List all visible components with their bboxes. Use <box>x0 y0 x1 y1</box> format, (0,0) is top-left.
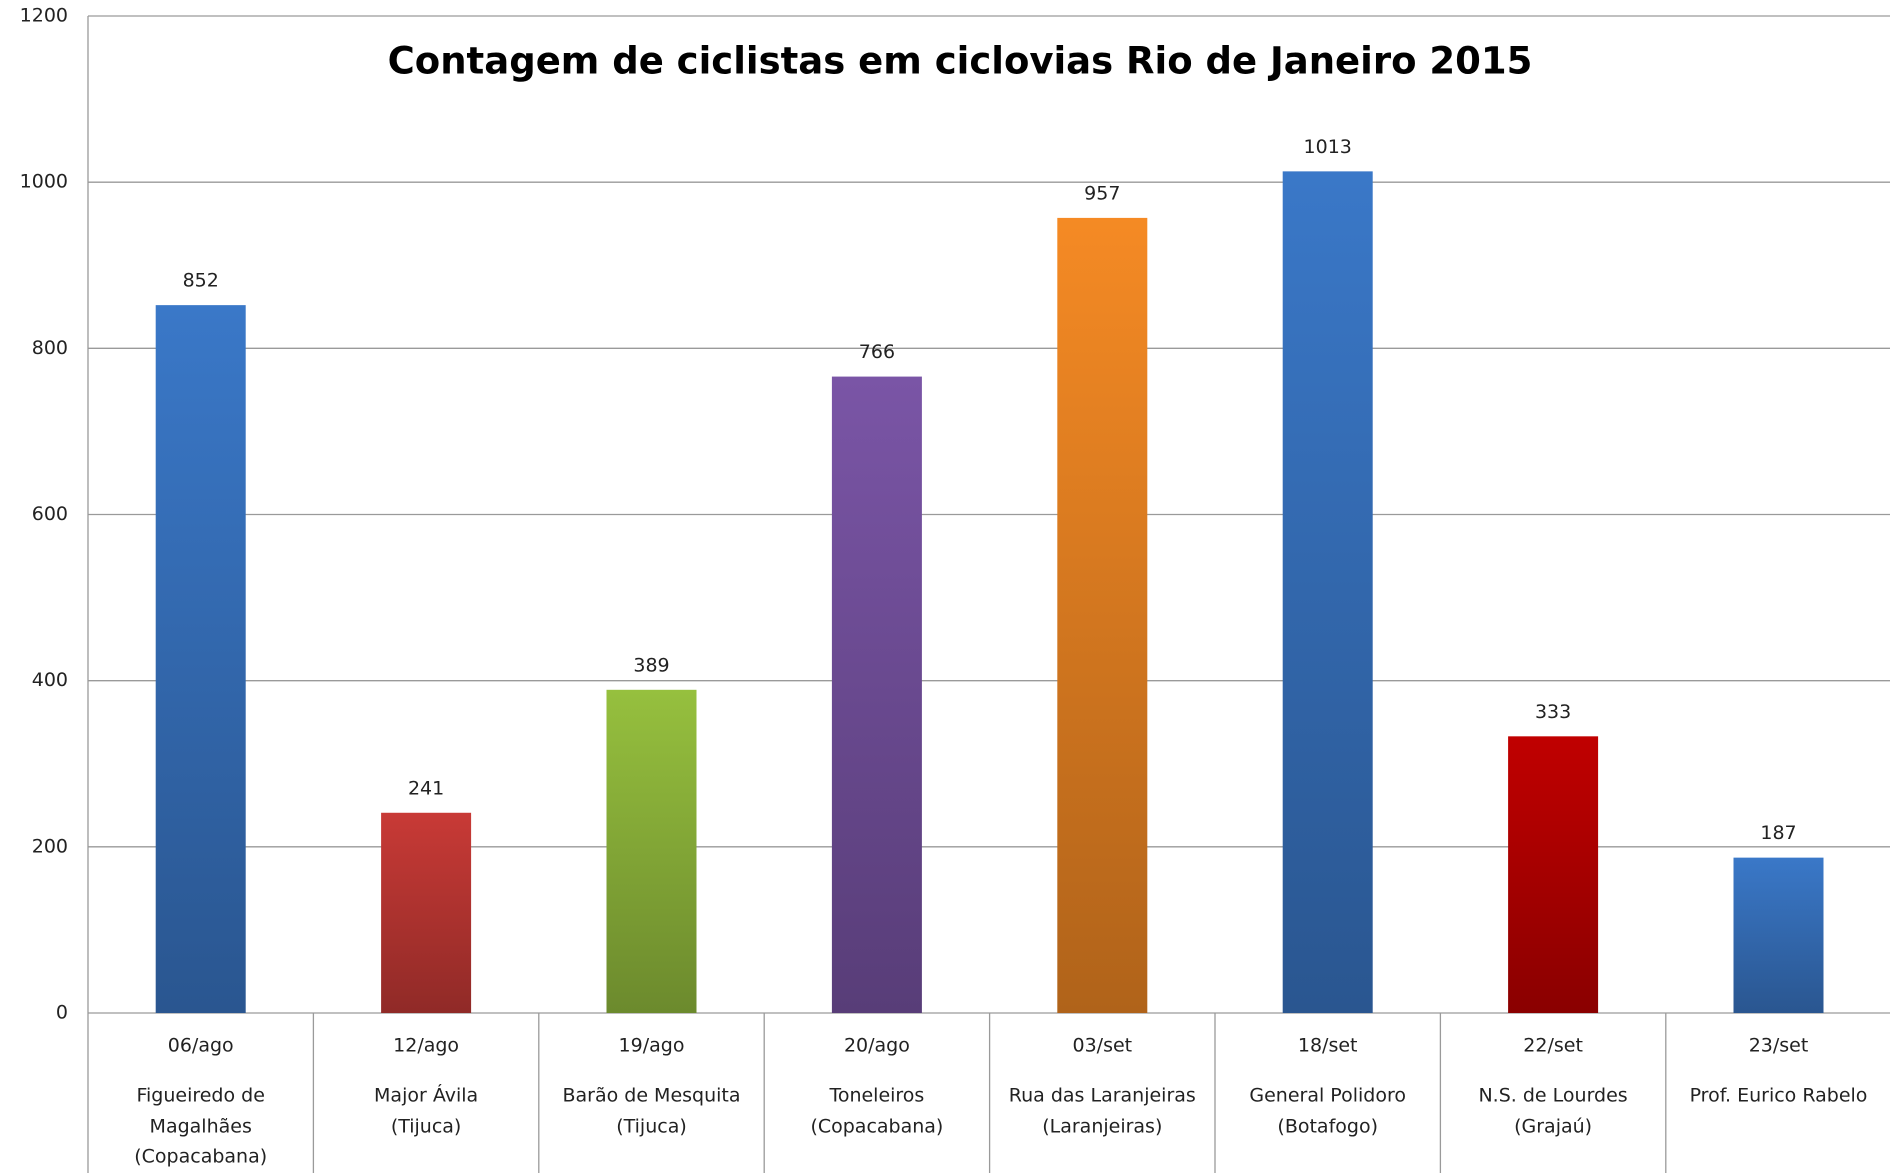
x-tick-label: 18/set <box>1298 1035 1358 1057</box>
bar <box>1282 171 1373 1013</box>
x-tick-label: 20/ago <box>844 1035 910 1057</box>
x-tick-label: 19/ago <box>619 1035 685 1057</box>
x-tick-label: Barão de Mesquita <box>562 1085 740 1107</box>
y-tick-label: 800 <box>32 337 68 359</box>
data-label: 389 <box>633 654 669 676</box>
bar <box>155 305 246 1013</box>
x-tick-label: (Laranjeiras) <box>1042 1116 1162 1138</box>
y-tick-label: 0 <box>56 1002 68 1024</box>
x-tick-label: (Grajaú) <box>1514 1116 1592 1138</box>
x-tick-label: N.S. de Lourdes <box>1478 1085 1627 1107</box>
y-tick-label: 600 <box>32 503 68 525</box>
bar <box>606 689 697 1013</box>
x-tick-label: 22/set <box>1523 1035 1583 1057</box>
x-tick-label: 12/ago <box>393 1035 459 1057</box>
x-tick-label: General Polidoro <box>1249 1085 1406 1107</box>
x-tick-label: (Botafogo) <box>1277 1116 1378 1138</box>
data-label: 1013 <box>1304 136 1352 158</box>
x-tick-label: (Tijuca) <box>391 1116 462 1138</box>
bar <box>1733 857 1824 1013</box>
data-label: 852 <box>183 270 219 292</box>
y-tick-label: 1000 <box>20 171 68 193</box>
x-tick-label: Magalhães <box>150 1116 252 1138</box>
x-tick-label: (Tijuca) <box>616 1116 687 1138</box>
data-label: 333 <box>1535 701 1571 723</box>
x-tick-label: Figueiredo de <box>136 1085 264 1107</box>
bar <box>1508 736 1599 1013</box>
x-tick-label: 06/ago <box>168 1035 234 1057</box>
bar <box>831 376 922 1013</box>
x-tick-label: (Copacabana) <box>810 1116 943 1138</box>
y-tick-label: 200 <box>32 835 68 857</box>
x-tick-label: (Copacabana) <box>134 1146 267 1168</box>
x-tick-label: 23/set <box>1749 1035 1809 1057</box>
data-label: 766 <box>859 341 895 363</box>
data-label: 957 <box>1084 182 1120 204</box>
x-tick-label: Prof. Eurico Rabelo <box>1690 1085 1868 1107</box>
y-tick-label: 400 <box>32 669 68 691</box>
x-tick-label: Rua das Laranjeiras <box>1009 1085 1196 1107</box>
data-label: 241 <box>408 777 444 799</box>
bar <box>1057 217 1148 1013</box>
x-tick-label: Major Ávila <box>374 1084 478 1107</box>
data-label: 187 <box>1760 822 1796 844</box>
bar <box>381 812 472 1013</box>
y-tick-label: 1200 <box>20 5 68 27</box>
x-tick-label: 03/set <box>1072 1035 1132 1057</box>
x-tick-label: Toneleiros <box>828 1085 924 1107</box>
chart-title: Contagem de ciclistas em ciclovias Rio d… <box>388 40 1533 83</box>
